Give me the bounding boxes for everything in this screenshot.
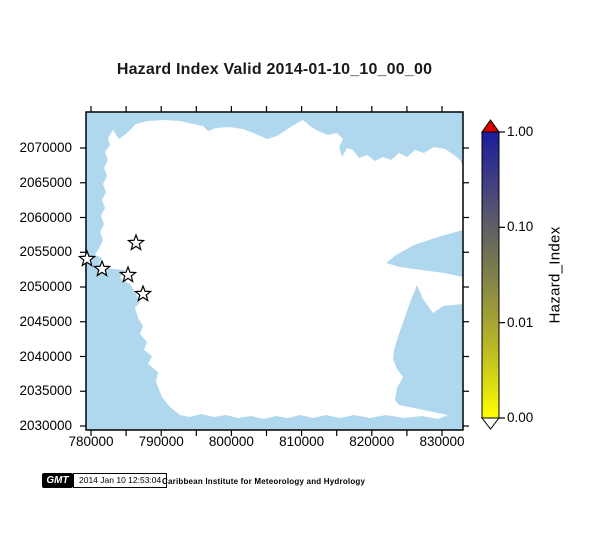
ylab-text: 2055000 <box>19 244 72 260</box>
axis-ticks <box>80 106 469 436</box>
ylab-text: 2070000 <box>19 140 72 155</box>
ylab-text: 2035000 <box>19 383 72 399</box>
ylab-text: 2040000 <box>19 348 72 364</box>
colorbar-title: Hazard_Index <box>546 226 564 324</box>
ylab-text: 2065000 <box>19 174 72 190</box>
star-marker <box>118 265 138 283</box>
cblab-text: 1.00 <box>507 124 534 139</box>
island-landmass <box>95 120 463 419</box>
gmt-timestamp: 2014 Jan 10 12:53:04 <box>73 473 168 488</box>
cblab-text: 0.00 <box>507 410 534 425</box>
xlab-text: 780000 <box>68 434 114 449</box>
star-marker <box>92 259 112 277</box>
xlab-text: 800000 <box>208 434 254 449</box>
ylab-text: 2045000 <box>19 313 72 329</box>
star-marker <box>126 233 146 251</box>
colorbar-under-arrow <box>480 417 501 430</box>
star-markers <box>77 233 153 302</box>
colorbar-gradient <box>481 131 500 419</box>
star-marker <box>133 284 153 302</box>
cblab-text: 0.01 <box>507 314 534 330</box>
colorbar <box>480 119 505 430</box>
ylab-text: 2050000 <box>19 279 72 294</box>
colorbar-over-arrow <box>481 119 500 133</box>
ylab-text: 2030000 <box>19 418 72 433</box>
cblab-text: 0.10 <box>507 219 534 235</box>
xlab-text: 830000 <box>419 434 465 449</box>
xlab-text: 790000 <box>138 434 184 449</box>
map-frame <box>85 111 464 431</box>
colorbar-ticks <box>499 131 505 419</box>
xlab-text: 820000 <box>349 434 395 449</box>
gmt-logo: GMT <box>42 473 73 488</box>
ylab-text: 2060000 <box>19 209 72 225</box>
xlab-text: 810000 <box>279 434 325 449</box>
star-marker <box>77 249 97 267</box>
credit-text: Caribbean Institute for Meteorology and … <box>162 477 366 486</box>
plot-title: Hazard Index Valid 2014-01-10_10_00_00 <box>116 61 433 78</box>
